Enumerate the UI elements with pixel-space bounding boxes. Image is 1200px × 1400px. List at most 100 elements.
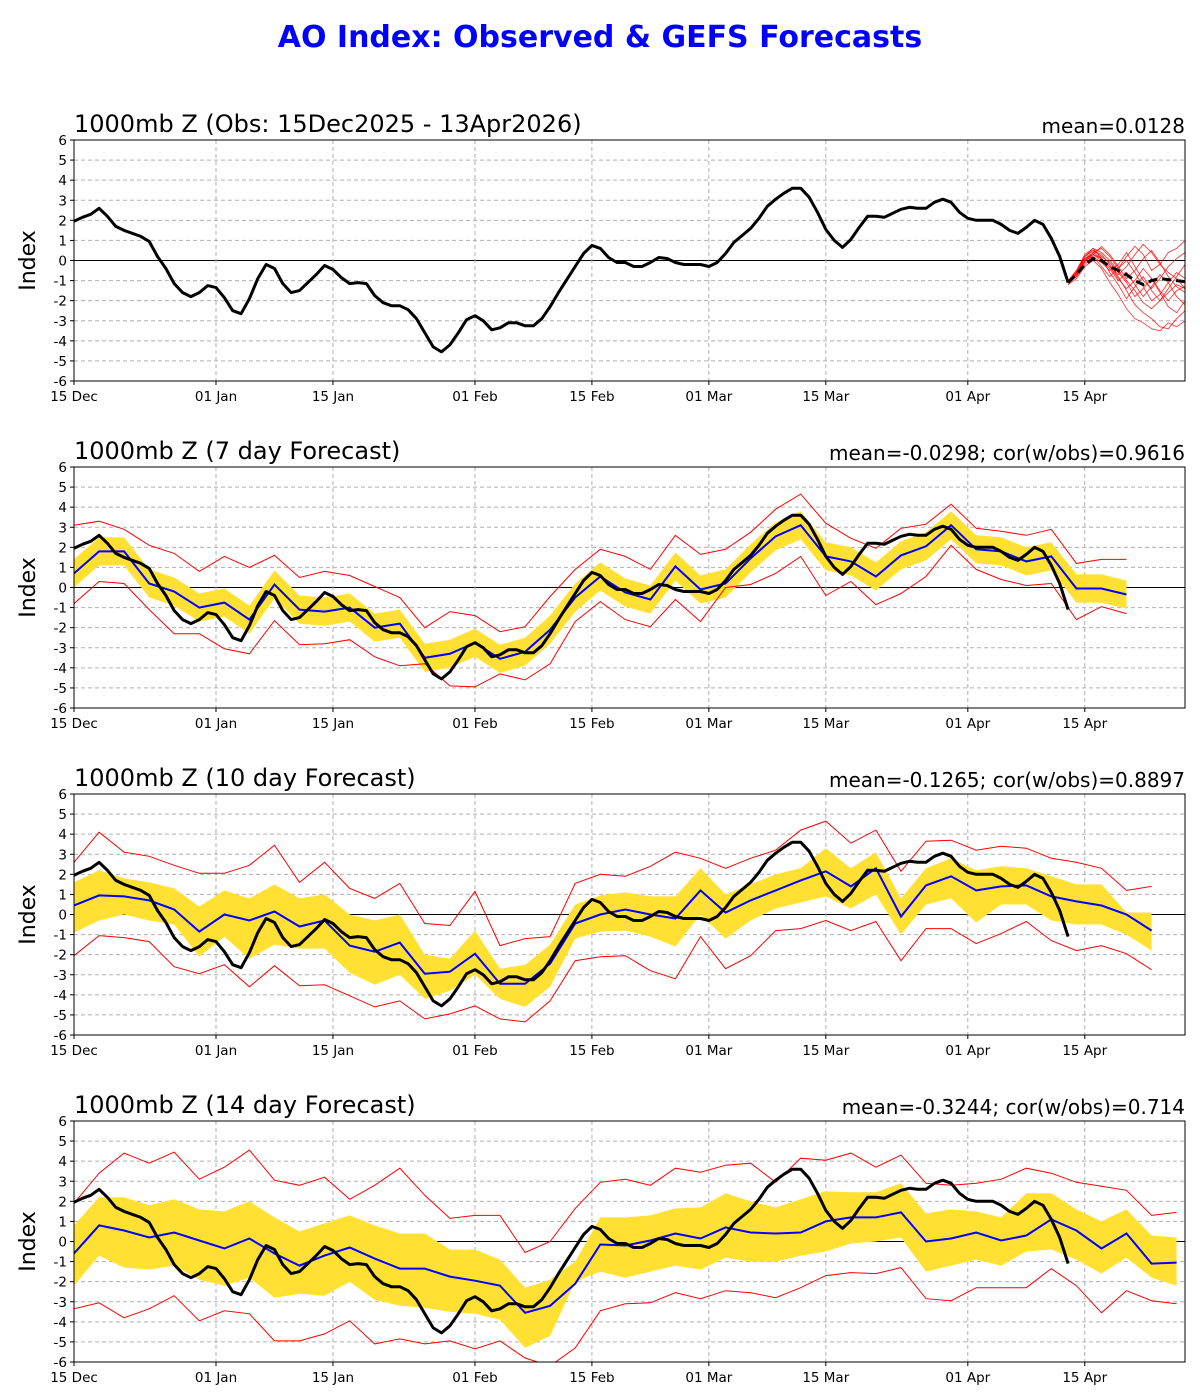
y-tick-label: 0 [58, 254, 67, 270]
panel-title: 1000mb Z (Obs: 15Dec2025 - 13Apr2026) [74, 110, 582, 138]
y-tick-label: -2 [54, 948, 67, 964]
y-tick-label: 2 [58, 213, 67, 229]
ensemble-member-line [1067, 252, 1185, 302]
y-tick-label: 5 [58, 1134, 67, 1150]
x-tick-label: 01 Apr [945, 1370, 990, 1386]
x-tick-label: 01 Jan [195, 1043, 237, 1059]
y-tick-label: -1 [54, 601, 67, 617]
ensemble-mean-line [74, 866, 1153, 985]
ensemble-member-line [1067, 259, 1185, 332]
ensemble-min-line [74, 919, 1152, 1023]
y-tick-label: -4 [54, 1315, 67, 1331]
plot-frame [73, 793, 1186, 1036]
x-tick-label: 15 Mar [802, 389, 849, 405]
y-tick-label: 0 [58, 908, 67, 924]
x-tick-label: 15 Jan [312, 1370, 354, 1386]
x-tick-label: 15 Dec [50, 716, 98, 732]
x-tick-label: 01 Feb [452, 716, 497, 732]
ensemble-max-line [74, 820, 1152, 947]
ensemble-member-line [1067, 243, 1185, 289]
x-tick-label: 01 Jan [195, 1370, 237, 1386]
y-tick-label: -5 [54, 1335, 67, 1351]
y-tick-label: 3 [58, 193, 67, 209]
y-axis-label: Index [16, 557, 41, 618]
figure-title: AO Index: Observed & GEFS Forecasts [277, 20, 923, 55]
spread-band [74, 848, 1152, 1007]
y-tick-label: -2 [54, 1275, 67, 1291]
ensemble-max-line [74, 1149, 1177, 1254]
spread-band [74, 1183, 1177, 1348]
y-tick-label: 2 [58, 867, 67, 883]
y-tick-label: 0 [58, 1235, 67, 1251]
y-tick-label: 5 [58, 480, 67, 496]
x-tick-label: 15 Feb [569, 1370, 614, 1386]
panel-statistics: mean=-0.3244; cor(w/obs)=0.714 [842, 1095, 1185, 1119]
x-tick-label: 15 Feb [569, 389, 614, 405]
ensemble-min-line [74, 1267, 1177, 1362]
panel-statistics: mean=0.0128 [1042, 114, 1185, 138]
y-tick-label: -5 [54, 1008, 67, 1024]
observed-line [74, 513, 1070, 681]
y-tick-label: -6 [54, 701, 67, 717]
y-tick-label: 3 [58, 520, 67, 536]
y-tick-label: 4 [58, 827, 67, 843]
observed-line [74, 186, 1070, 354]
y-tick-label: 4 [58, 500, 67, 516]
y-tick-label: 6 [58, 460, 67, 476]
spread-band [74, 511, 1127, 673]
x-tick-label: 15 Mar [802, 1043, 849, 1059]
y-axis-label: Index [16, 1211, 41, 1272]
plot-frame [73, 1120, 1186, 1363]
observed-line [74, 1167, 1070, 1335]
y-tick-label: 6 [58, 1114, 67, 1130]
ensemble-max-line [74, 493, 1127, 633]
x-tick-label: 01 Feb [452, 1370, 497, 1386]
ensemble-member-line [1067, 256, 1185, 302]
plot-area [74, 820, 1153, 1023]
y-tick-label: -1 [54, 274, 67, 290]
y-tick-label: -4 [54, 661, 67, 677]
ensemble-mean-line [74, 1211, 1177, 1314]
y-tick-label: 1 [58, 560, 67, 576]
x-tick-label: 01 Feb [452, 389, 497, 405]
ensemble-mean-dashed-line [1067, 256, 1185, 287]
x-tick-label: 15 Dec [50, 389, 98, 405]
y-tick-label: 2 [58, 540, 67, 556]
y-tick-label: -2 [54, 621, 67, 637]
y-tick-label: -3 [54, 314, 67, 330]
y-tick-label: 5 [58, 153, 67, 169]
panel-title: 1000mb Z (10 day Forecast) [74, 764, 416, 792]
y-tick-label: 2 [58, 1194, 67, 1210]
panel-4: -6 -5 -4 -3 -2 -1 0 1 2 3 4 5 6 15 Dec 01 Jan 15 Jan 01 … [16, 1091, 1186, 1386]
x-tick-label: 15 Jan [312, 389, 354, 405]
x-tick-label: 01 Apr [945, 716, 990, 732]
y-tick-label: 0 [58, 581, 67, 597]
x-tick-label: 01 Jan [195, 389, 237, 405]
x-tick-label: 15 Feb [569, 716, 614, 732]
y-tick-label: -3 [54, 641, 67, 657]
y-tick-label: -6 [54, 374, 67, 390]
x-tick-label: 15 Apr [1062, 389, 1107, 405]
x-tick-label: 01 Apr [945, 1043, 990, 1059]
x-tick-label: 15 Jan [312, 716, 354, 732]
y-tick-label: -6 [54, 1028, 67, 1044]
y-tick-label: 3 [58, 1174, 67, 1190]
x-tick-label: 15 Apr [1062, 1043, 1107, 1059]
plot-frame [73, 466, 1186, 709]
y-axis-label: Index [16, 884, 41, 945]
plot-frame [73, 139, 1186, 382]
y-tick-label: 1 [58, 233, 67, 249]
panel-statistics: mean=-0.1265; cor(w/obs)=0.8897 [829, 768, 1185, 792]
ensemble-member-line [1067, 245, 1185, 293]
observed-line [74, 840, 1070, 1008]
x-tick-label: 15 Feb [569, 1043, 614, 1059]
x-tick-label: 15 Apr [1062, 716, 1107, 732]
plot-area [74, 493, 1127, 688]
y-tick-label: -6 [54, 1355, 67, 1371]
y-tick-label: 6 [58, 787, 67, 803]
panel-3: -6 -5 -4 -3 -2 -1 0 1 2 3 4 5 6 15 Dec 01 Jan 15 Jan 01 … [16, 764, 1186, 1059]
panel-1: -6 -5 -4 -3 -2 -1 0 1 2 3 4 5 6 15 Dec 01 Jan 15 Jan 01 … [16, 110, 1186, 405]
x-tick-label: 01 Jan [195, 716, 237, 732]
ensemble-member-line [1067, 247, 1185, 302]
